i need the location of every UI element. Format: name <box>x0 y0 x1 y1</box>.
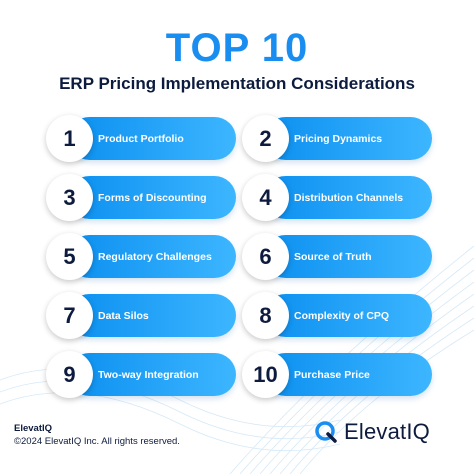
item-number-badge: 4 <box>242 174 289 221</box>
item-pill <box>68 176 236 219</box>
consideration-item-3: 3 Forms of Discounting <box>46 174 236 221</box>
consideration-item-7: 7 Data Silos <box>46 292 236 339</box>
item-number-badge: 9 <box>46 351 93 398</box>
logo-wordmark: ElevatIQ <box>344 419 430 444</box>
item-label: Distribution Channels <box>294 191 404 204</box>
item-number-badge: 6 <box>242 233 289 280</box>
page-subtitle: ERP Pricing Implementation Consideration… <box>59 74 415 93</box>
consideration-item-10: 10 Purchase Price <box>242 351 432 398</box>
item-pill <box>264 235 432 278</box>
consideration-item-2: 2 Pricing Dynamics <box>242 115 432 162</box>
item-pill <box>68 353 236 396</box>
item-pill <box>68 117 236 160</box>
page-title: TOP 10 <box>165 26 309 70</box>
item-pill <box>264 117 432 160</box>
consideration-item-1: 1 Product Portfolio <box>46 115 236 162</box>
item-label: Complexity of CPQ <box>294 309 390 322</box>
item-pill <box>68 235 236 278</box>
item-label: Regulatory Challenges <box>98 250 212 263</box>
consideration-item-9: 9 Two-way Integration <box>46 351 236 398</box>
item-number-badge: 1 <box>46 115 93 162</box>
item-number-badge: 10 <box>242 351 289 398</box>
item-pill <box>264 176 432 219</box>
item-label: Two-way Integration <box>98 368 199 381</box>
considerations-grid: 1 Product Portfolio 2 Pricing Dynamics 3… <box>46 115 438 398</box>
consideration-item-8: 8 Complexity of CPQ <box>242 292 432 339</box>
consideration-item-5: 5 Regulatory Challenges <box>46 233 236 280</box>
item-pill <box>264 294 432 337</box>
item-number-badge: 8 <box>242 292 289 339</box>
elevatiq-q-logo-icon <box>315 421 337 443</box>
footer-copyright: ©2024 ElevatIQ Inc. All rights reserved. <box>14 436 180 447</box>
item-label: Data Silos <box>98 309 149 322</box>
elevatiq-logo: ElevatIQ <box>314 419 430 445</box>
footer-brand-name: ElevatIQ <box>14 423 53 434</box>
consideration-item-4: 4 Distribution Channels <box>242 174 432 221</box>
item-label: Purchase Price <box>294 368 370 381</box>
consideration-item-6: 6 Source of Truth <box>242 233 432 280</box>
item-label: Pricing Dynamics <box>294 132 383 145</box>
item-number-badge: 5 <box>46 233 93 280</box>
item-number-badge: 3 <box>46 174 93 221</box>
item-pill <box>264 353 432 396</box>
item-label: Source of Truth <box>294 250 372 263</box>
item-number-badge: 2 <box>242 115 289 162</box>
item-number-badge: 7 <box>46 292 93 339</box>
item-label: Product Portfolio <box>98 132 184 145</box>
item-label: Forms of Discounting <box>98 191 207 204</box>
item-pill <box>68 294 236 337</box>
